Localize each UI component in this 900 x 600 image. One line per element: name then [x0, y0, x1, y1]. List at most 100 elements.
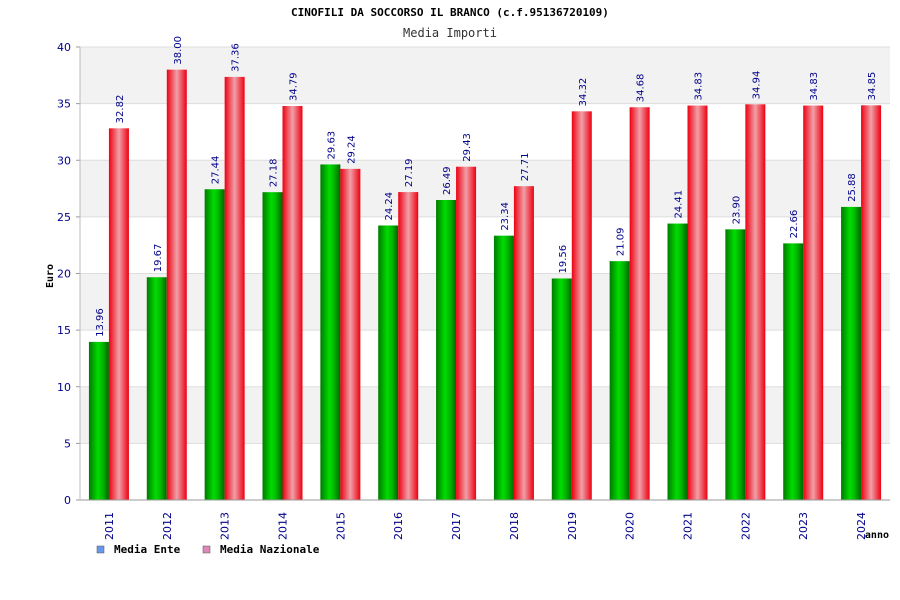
bars: [88, 69, 882, 501]
value-label: 29.63: [326, 131, 337, 160]
chart-subtitle: Media Importi: [403, 26, 497, 40]
value-label: 38.00: [173, 36, 184, 65]
bar-media-ente-2016: [378, 225, 399, 500]
plot-band: [80, 386, 890, 444]
plot-band: [80, 160, 890, 217]
plot-band: [80, 443, 890, 500]
y-tick-label: 15: [57, 324, 71, 337]
value-label: 34.83: [809, 72, 820, 101]
bar-media-nazionale-2024: [861, 105, 882, 500]
y-tick-label: 10: [57, 381, 71, 394]
x-tick-label: 2013: [219, 512, 232, 540]
legend-label-media-ente: Media Ente: [114, 543, 181, 556]
bar-media-nazionale-2011: [108, 128, 129, 500]
value-label: 19.67: [153, 244, 164, 273]
bar-media-ente-2011: [88, 341, 109, 500]
plot-band: [80, 330, 890, 387]
plot-band: [80, 47, 890, 104]
value-label: 27.71: [520, 153, 531, 182]
value-labels: 13.96 32.82 19.67 38.00 27.44 37.36 27.18 34.79…: [95, 36, 878, 337]
value-label: 25.88: [847, 173, 858, 202]
bar-media-nazionale-2021: [687, 105, 708, 501]
x-tick-label: 2019: [566, 512, 579, 540]
value-label: 34.85: [867, 72, 878, 101]
bar-media-ente-2021: [667, 223, 688, 500]
y-axis-label: Euro: [45, 264, 56, 288]
value-label: 27.19: [404, 158, 415, 187]
value-label: 27.18: [269, 159, 280, 188]
x-tick-label: 2015: [334, 512, 347, 540]
value-label: 32.82: [115, 95, 126, 124]
bar-media-ente-2017: [436, 200, 457, 501]
value-label: 34.79: [289, 72, 300, 101]
bar-media-nazionale-2017: [456, 166, 477, 500]
bar-media-nazionale-2023: [803, 105, 824, 501]
value-label: 24.41: [674, 190, 685, 219]
bar-media-ente-2014: [262, 192, 283, 500]
bar-media-ente-2018: [493, 235, 514, 500]
x-tick-label: 2012: [161, 512, 174, 540]
value-label: 34.83: [694, 72, 705, 101]
bar-media-ente-2012: [146, 277, 167, 500]
bar-media-ente-2019: [551, 278, 572, 500]
y-tick-label: 30: [57, 154, 71, 167]
x-tick-label: 2024: [855, 512, 868, 540]
bar-media-ente-2013: [204, 189, 225, 500]
x-tick-label: 2022: [739, 512, 752, 540]
value-label: 27.44: [211, 156, 222, 185]
x-tick-label: 2014: [277, 512, 290, 540]
bar-media-nazionale-2020: [629, 107, 650, 501]
value-label: 24.24: [384, 192, 395, 221]
value-label: 13.96: [95, 308, 106, 337]
y-tick-label: 20: [57, 268, 71, 281]
bar-media-nazionale-2016: [398, 192, 419, 501]
value-label: 34.68: [636, 74, 647, 103]
bar-media-ente-2022: [725, 229, 746, 500]
value-label: 21.09: [616, 228, 627, 257]
value-label: 26.49: [442, 166, 453, 195]
y-tick-label: 0: [64, 494, 71, 507]
value-label: 29.43: [462, 133, 473, 162]
value-label: 22.66: [789, 210, 800, 239]
y-tick-label: 40: [57, 41, 71, 54]
x-tick-label: 2020: [624, 512, 637, 540]
plot-band: [80, 273, 890, 331]
value-label: 23.90: [731, 196, 742, 225]
bar-media-ente-2024: [841, 206, 862, 500]
plot-band: [80, 103, 890, 161]
bar-media-ente-2023: [783, 243, 804, 501]
value-label: 23.34: [500, 202, 511, 231]
y-tick-label: 35: [57, 98, 71, 111]
y-tick-label: 5: [64, 437, 71, 450]
x-tick-label: 2011: [103, 512, 116, 540]
value-label: 19.56: [558, 245, 569, 274]
bar-media-nazionale-2019: [571, 111, 592, 501]
bar-media-nazionale-2015: [340, 168, 361, 500]
x-tick-label: 2023: [797, 512, 810, 540]
value-label: 34.32: [578, 78, 589, 107]
value-label: 37.36: [231, 43, 242, 72]
value-label: 34.94: [751, 71, 762, 100]
x-axis-ticks: 2011 2012 2013 2014 2015 2016 2017 2018 2019 2020…: [103, 512, 868, 540]
legend-swatch-media-nazionale: [202, 545, 211, 554]
chart-title: CINOFILI DA SOCCORSO IL BRANCO (c.f.9513…: [291, 6, 609, 19]
y-axis-ticks: 0 5 10 15 20 25 30 35 40: [57, 41, 80, 507]
x-axis-label: anno: [865, 530, 889, 541]
bar-media-ente-2015: [320, 164, 341, 500]
bar-media-nazionale-2018: [513, 186, 534, 500]
x-tick-label: 2018: [508, 512, 521, 540]
plot-band: [80, 216, 890, 274]
x-tick-label: 2017: [450, 512, 463, 540]
y-tick-label: 25: [57, 211, 71, 224]
bar-media-nazionale-2022: [745, 104, 766, 500]
bar-media-nazionale-2014: [282, 106, 303, 501]
x-tick-label: 2016: [392, 512, 405, 540]
bar-media-ente-2020: [609, 261, 630, 500]
x-tick-label: 2021: [682, 512, 695, 540]
legend-swatch-media-ente: [96, 545, 105, 554]
legend: Media Ente Media Nazionale: [96, 543, 320, 556]
bar-media-nazionale-2013: [224, 76, 245, 500]
value-label: 29.24: [346, 135, 357, 164]
bar-media-nazionale-2012: [166, 69, 187, 501]
